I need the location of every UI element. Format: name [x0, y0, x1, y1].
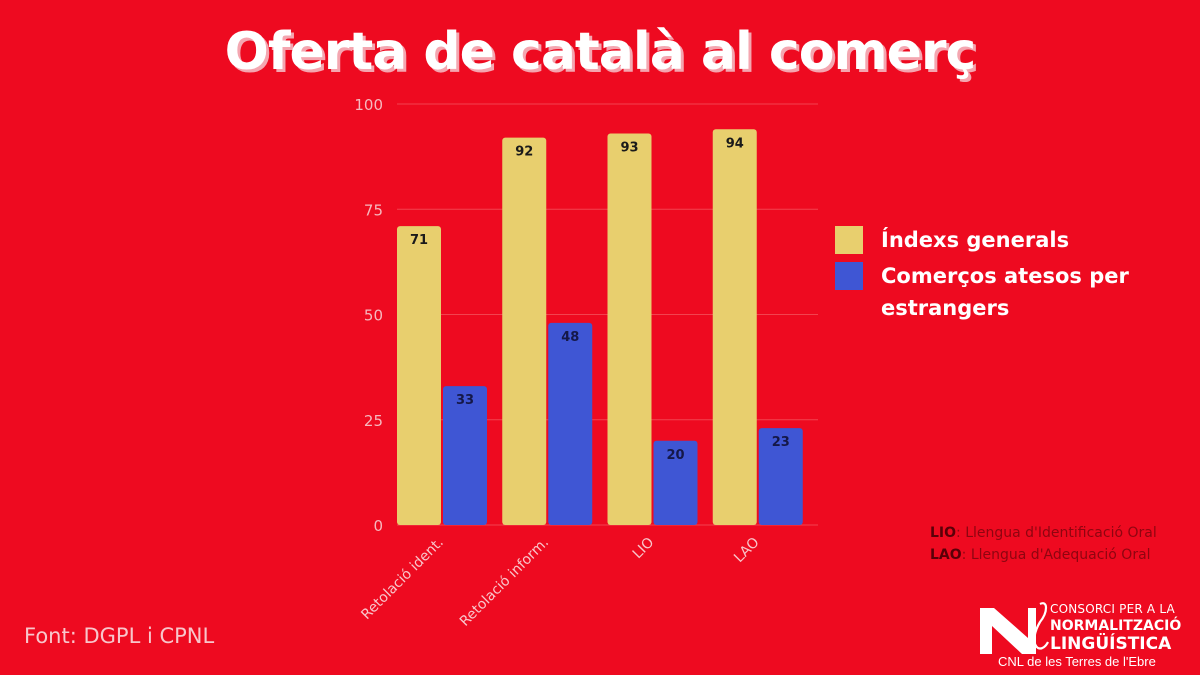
- x-category-label: Retolació inform.: [457, 535, 552, 630]
- legend-label: Comerços atesos per estrangers: [881, 264, 1129, 320]
- footnote-text: : Llengua d'Identificació Oral: [956, 525, 1157, 541]
- y-tick-label: 50: [364, 307, 383, 325]
- bar-comercos-atesos: [548, 322, 593, 525]
- data-label: 92: [515, 145, 533, 160]
- data-label: 71: [410, 233, 428, 248]
- source-note: Font: DGPL i CPNL: [24, 624, 215, 648]
- y-tick-label: 75: [364, 201, 383, 219]
- logo-text-line1: CONSORCI PER A LA: [1050, 602, 1175, 616]
- legend-item-indexs-generals: Índexs generals: [835, 224, 1165, 256]
- x-category-label: Retolació ident.: [358, 535, 446, 623]
- legend-item-comercos-atesos: Comerços atesos per estrangers: [835, 260, 1165, 324]
- y-tick-label: 100: [354, 96, 383, 114]
- logo-text-line2: NORMALITZACIÓ: [1050, 618, 1182, 634]
- footnote-lao: LAO: Llengua d'Adequació Oral: [930, 544, 1157, 566]
- data-label: 23: [772, 435, 790, 450]
- footnote-abbr: LAO: [930, 547, 962, 563]
- logo-n-icon: [980, 602, 1049, 654]
- chart-title: Oferta de català al comerç: [224, 22, 977, 82]
- bar-indexs-generals: [712, 129, 757, 525]
- bar-indexs-generals: [397, 226, 441, 525]
- bar-indexs-generals: [502, 137, 547, 525]
- data-label: 93: [620, 140, 638, 155]
- bar-comercos-atesos: [758, 428, 803, 525]
- data-label: 33: [456, 393, 474, 408]
- x-category-label: LAO: [731, 535, 762, 566]
- data-label: 20: [666, 448, 684, 463]
- abbreviation-notes: LIO: Llengua d'Identificació Oral LAO: L…: [930, 522, 1157, 566]
- legend: Índexs generals Comerços atesos per estr…: [835, 224, 1165, 328]
- logo-text-line3: LINGÜÍSTICA: [1050, 634, 1172, 654]
- cpnl-logo: CONSORCI PER A LA NORMALITZACIÓ LINGÜÍST…: [978, 598, 1193, 673]
- y-tick-label: 0: [373, 517, 383, 535]
- bar-comercos-atesos: [443, 386, 487, 525]
- footnote-text: : Llengua d'Adequació Oral: [961, 547, 1151, 563]
- footnote-lio: LIO: Llengua d'Identificació Oral: [930, 522, 1157, 544]
- data-label: 94: [726, 136, 744, 151]
- logo-text-line4: CNL de les Terres de l'Ebre: [998, 654, 1156, 669]
- bar-comercos-atesos: [653, 440, 698, 525]
- legend-swatch-yellow: [835, 226, 863, 254]
- legend-swatch-blue: [835, 262, 863, 290]
- x-category-label: LIO: [630, 535, 658, 563]
- data-label: 48: [561, 330, 579, 345]
- footnote-abbr: LIO: [930, 525, 957, 541]
- y-tick-label: 25: [364, 412, 383, 430]
- legend-label: Índexs generals: [881, 228, 1070, 252]
- bar-indexs-generals: [607, 133, 652, 525]
